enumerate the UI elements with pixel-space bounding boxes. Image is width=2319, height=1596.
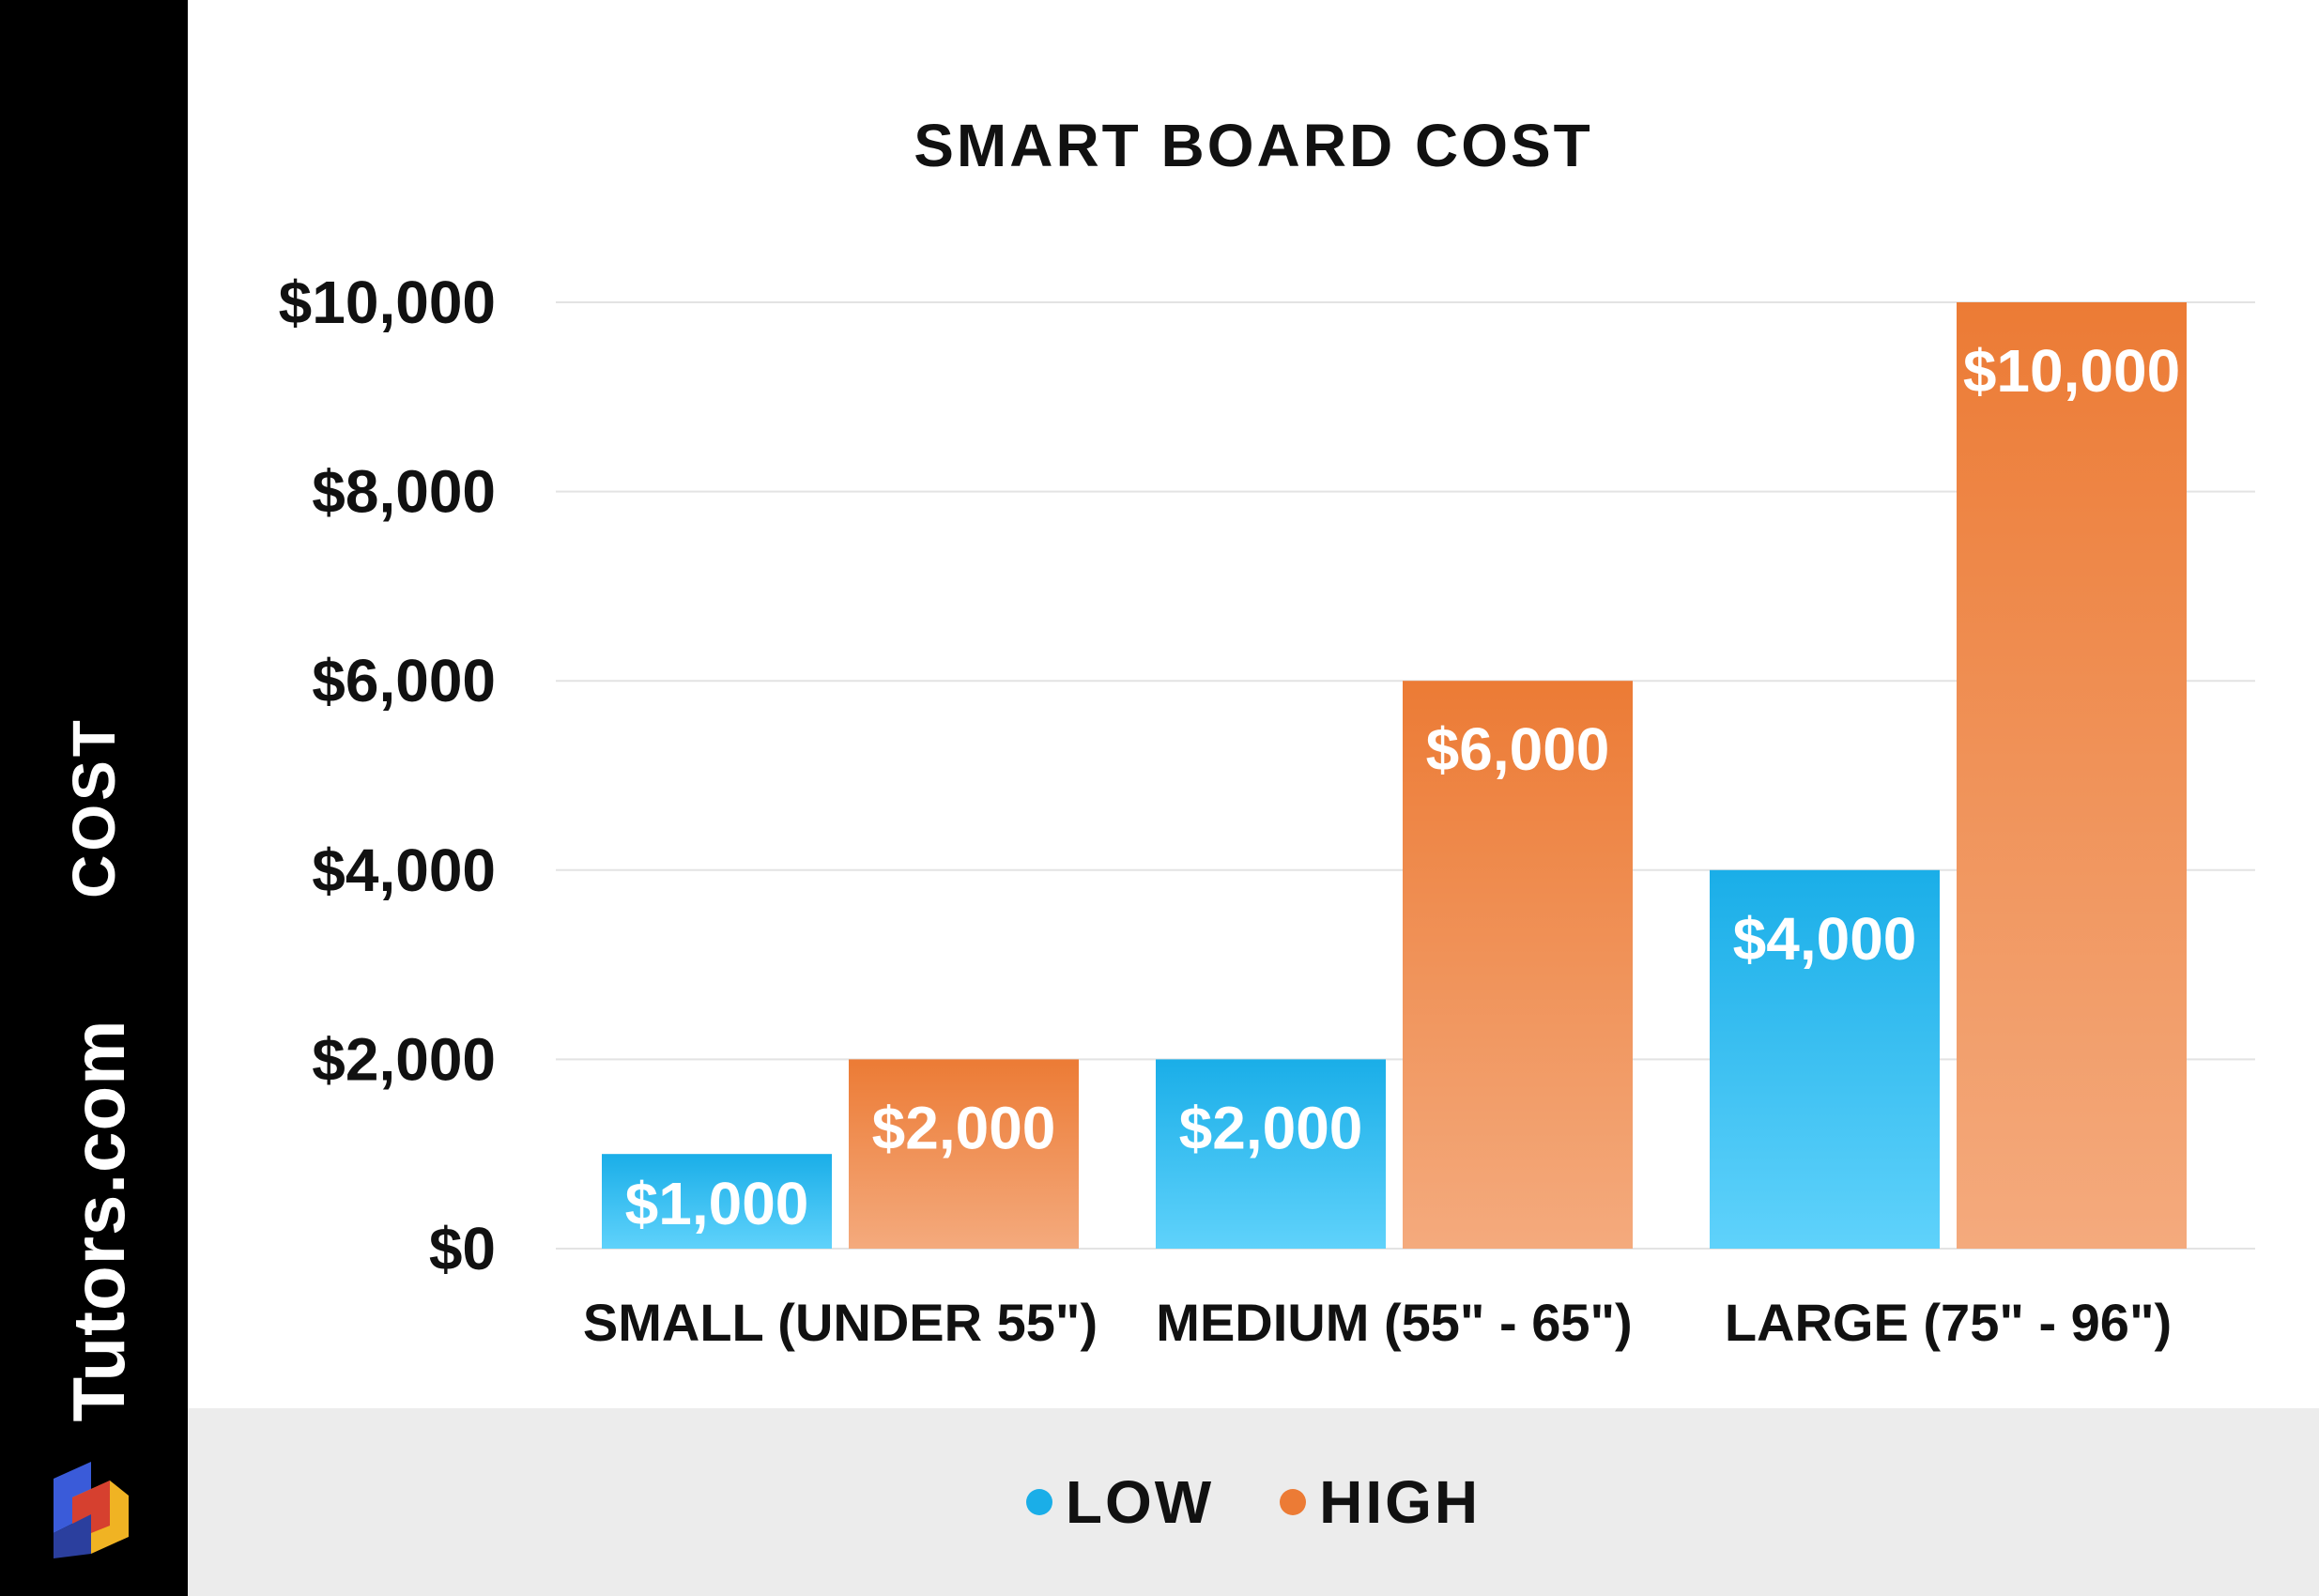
bar-low — [1710, 869, 1940, 1249]
y-tick-label: $0 — [429, 1215, 496, 1282]
bar-high — [1957, 302, 2187, 1249]
bar-low — [1156, 1059, 1386, 1249]
bar-value-label: $1,000 — [625, 1170, 809, 1237]
legend: LOW HIGH — [0, 1465, 2319, 1540]
y-tick-label: $10,000 — [279, 269, 496, 336]
bar-value-label: $2,000 — [872, 1094, 1056, 1161]
x-tick-label: LARGE (75" - 96") — [1725, 1293, 2172, 1352]
sidebar: COST Tutors.com — [0, 0, 188, 1596]
legend-band — [188, 1408, 2319, 1596]
y-tick-label: $8,000 — [312, 458, 496, 526]
legend-dot-icon — [1025, 1489, 1052, 1515]
bar-high — [1403, 681, 1633, 1249]
legend-item-high: HIGH — [1280, 1467, 1481, 1537]
bar-high — [849, 1059, 1079, 1249]
legend-label: HIGH — [1319, 1468, 1482, 1536]
bar-value-label: $2,000 — [1179, 1094, 1363, 1161]
bar-value-label: $6,000 — [1426, 715, 1610, 783]
bar-value-label: $10,000 — [1963, 337, 2180, 405]
x-tick-label: SMALL (UNDER 55") — [583, 1293, 1098, 1352]
y-tick-label: $2,000 — [312, 1025, 496, 1093]
bar-low — [602, 1154, 832, 1249]
legend-item-low: LOW — [1025, 1467, 1215, 1537]
bar-value-label: $4,000 — [1733, 905, 1917, 973]
tutors-logo-icon — [54, 1462, 129, 1558]
x-tick-label: MEDIUM (55" - 65") — [1156, 1293, 1632, 1352]
y-tick-label: $6,000 — [312, 647, 496, 714]
y-tick-label: $4,000 — [312, 836, 496, 904]
legend-dot-icon — [1280, 1489, 1307, 1515]
chart-title: SMART BOARD COST — [914, 112, 1593, 179]
legend-label: LOW — [1065, 1468, 1215, 1536]
